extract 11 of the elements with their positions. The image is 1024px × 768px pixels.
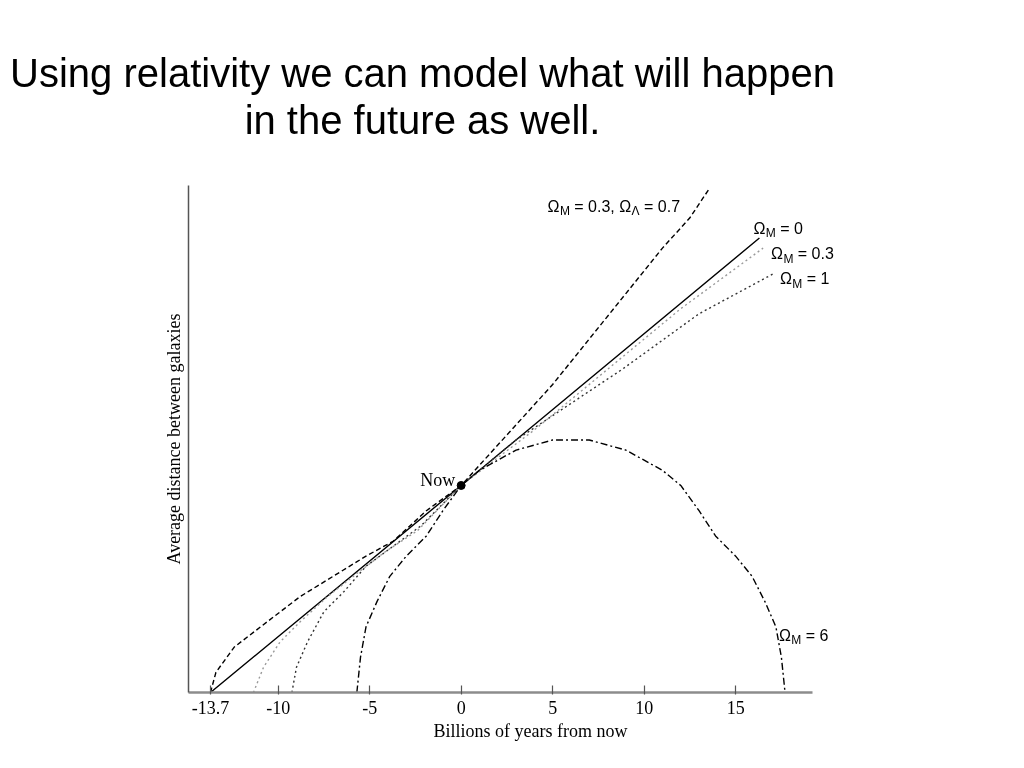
x-tick-label: -13.7 [191,697,230,718]
x-tick-label: 10 [635,697,654,718]
x-tick-label: -5 [362,697,378,718]
x-tick-label: 15 [726,697,745,718]
chart-title: Using relativity we can model what will happen in the future as well. [9,50,836,144]
x-tick-label: 5 [548,697,558,718]
y-axis-title: Average distance between galaxies [163,313,184,565]
x-axis-title: Billions of years from now [433,720,628,741]
x-tick-label: 0 [456,697,466,718]
annotation: Now [420,470,456,491]
x-tick-label: -10 [266,697,291,718]
